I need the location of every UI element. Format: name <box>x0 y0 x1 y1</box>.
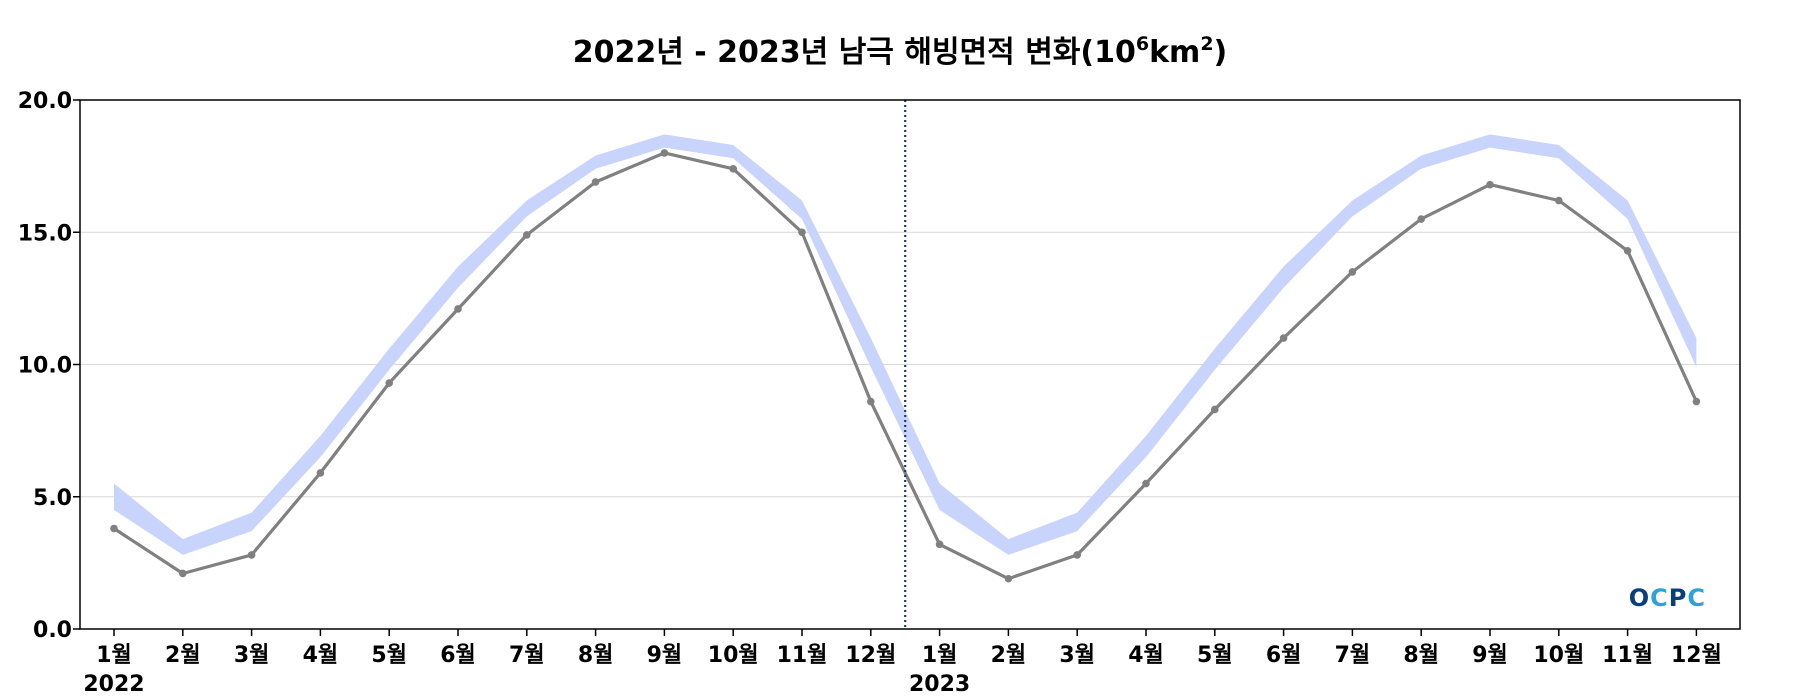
data-point <box>523 231 531 239</box>
grid-layer <box>80 231 1740 498</box>
x-tick-label: 10월 <box>708 643 759 668</box>
chart-title-end: ) <box>1214 35 1228 70</box>
x-tick-label: 1월 <box>922 643 958 668</box>
x-tick-label: 2월 <box>165 643 201 668</box>
data-point <box>591 178 600 186</box>
data-point <box>316 469 325 477</box>
x-tick-label: 3월 <box>1059 643 1095 668</box>
ocpc-logo-letter: O <box>1629 584 1650 612</box>
x-tick-label: 6월 <box>1266 643 1302 668</box>
x-tick-label: 8월 <box>578 643 614 668</box>
y-tick-label: 5.0 <box>33 486 72 511</box>
data-point <box>1623 246 1632 255</box>
x-tick-label: 5월 <box>1197 643 1233 668</box>
tick-label-layer: 0.0 5.0 10.0 15.0 20.0 1월 2월 3월 4월 5월 6월 7월 8월 9월 10월 1… <box>18 89 1722 697</box>
data-point <box>1073 551 1081 559</box>
data-point <box>1555 196 1563 205</box>
year-label: 2023 <box>909 672 970 697</box>
data-point <box>798 228 806 237</box>
x-tick-label: 5월 <box>371 643 407 668</box>
ocpc-logo-text: OCPC <box>1629 584 1706 612</box>
data-point <box>1486 180 1494 189</box>
x-tick-label: 11월 <box>777 643 828 668</box>
data-point <box>385 379 394 387</box>
data-point <box>1279 334 1288 342</box>
data-point <box>935 540 944 549</box>
data-point <box>110 524 118 533</box>
chart-title-main: 2022년 - 2023년 남극 해빙면적 변화(10 <box>573 35 1136 70</box>
x-tick-label: 1월 <box>96 643 132 668</box>
y-tick-label: 20.0 <box>18 89 72 114</box>
data-point <box>247 551 256 559</box>
data-point <box>1004 574 1013 583</box>
axes-layer <box>73 99 1741 636</box>
x-tick-label: 9월 <box>1472 643 1508 668</box>
y-tick-label: 0.0 <box>33 618 72 643</box>
x-tick-label: 12월 <box>845 643 896 668</box>
data-point <box>729 164 737 173</box>
chart-title-sup-2: 2 <box>1200 33 1213 55</box>
x-tick-label: 12월 <box>1671 643 1722 668</box>
x-tick-label: 4월 <box>303 643 339 668</box>
data-point <box>1417 215 1425 223</box>
ocpc-logo-letter: C <box>1687 584 1706 612</box>
x-tick-label: 11월 <box>1602 643 1653 668</box>
data-point <box>1692 397 1701 406</box>
x-tick-label: 9월 <box>647 643 683 668</box>
x-tick-label: 2월 <box>991 643 1027 668</box>
x-tick-label: 8월 <box>1403 643 1439 668</box>
data-point <box>179 569 187 578</box>
ocpc-logo-letter: P <box>1669 584 1688 612</box>
x-tick-label: 6월 <box>440 643 476 668</box>
chart-title: 2022년 - 2023년 남극 해빙면적 변화(106km2) <box>573 33 1228 70</box>
data-point <box>1348 268 1357 276</box>
data-point <box>454 305 462 313</box>
x-tick-label: 7월 <box>509 643 545 668</box>
x-tick-label: 7월 <box>1335 643 1371 668</box>
data-point <box>1211 405 1219 414</box>
x-tick-label: 3월 <box>234 643 270 668</box>
series-layer <box>110 149 1701 583</box>
series-line <box>113 151 1698 581</box>
data-point <box>867 397 875 406</box>
y-tick-label: 15.0 <box>18 221 72 246</box>
ocpc-logo: OCPC <box>1629 584 1706 612</box>
y-tick-label: 10.0 <box>18 354 72 379</box>
year-label: 2022 <box>83 672 144 697</box>
x-tick-label: 4월 <box>1128 643 1164 668</box>
chart-title-sup-1: 6 <box>1136 33 1149 55</box>
data-point <box>1142 479 1150 488</box>
data-point <box>660 149 669 157</box>
chart-title-mid: km <box>1149 35 1200 70</box>
x-tick-label: 10월 <box>1533 643 1584 668</box>
ocpc-logo-letter: C <box>1650 584 1669 612</box>
